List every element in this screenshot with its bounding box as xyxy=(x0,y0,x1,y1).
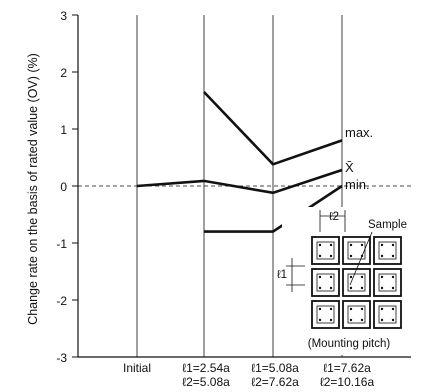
sample-terminal-dot xyxy=(329,307,333,311)
sample-terminal-dot xyxy=(391,254,395,258)
series-line-mean xyxy=(136,168,343,195)
sample-grid xyxy=(311,236,402,329)
sample-terminal-dot xyxy=(380,286,384,290)
x-tick-label-second-line: ℓ2=5.08a xyxy=(182,375,230,389)
x-tick-label-second-line: ℓ2=7.62a xyxy=(251,375,299,389)
sample-terminal-dot xyxy=(318,286,322,290)
sample-terminal-dot xyxy=(360,318,364,322)
y-tick-label: 2 xyxy=(60,66,67,80)
x-tick-label: Initial xyxy=(123,361,151,375)
sample-outer xyxy=(373,268,402,297)
sample-terminal-dot xyxy=(349,275,353,279)
x-tick-label: ℓ1=2.54a xyxy=(182,361,230,375)
sample-terminal-dot xyxy=(360,286,364,290)
y-tick-label: -2 xyxy=(56,294,67,308)
y-tick-label: -3 xyxy=(56,351,67,365)
sample-label: Sample xyxy=(368,219,407,231)
x-tick-label: ℓ1=5.08a xyxy=(251,361,299,375)
sample-terminal-dot xyxy=(318,243,322,247)
sample-terminal-dot xyxy=(380,275,384,279)
inset-caption: (Mounting pitch) xyxy=(308,338,391,350)
sample-terminal-dot xyxy=(349,243,353,247)
sample-terminal-dot xyxy=(318,275,322,279)
mounting-pitch-inset: ℓ2 Sample ℓ1 (Mounting pitch) xyxy=(277,207,411,355)
sample-terminal-dot xyxy=(391,243,395,247)
sample-terminal-dot xyxy=(380,243,384,247)
series-line-max xyxy=(203,91,343,166)
sample-terminal-dot xyxy=(360,254,364,258)
y-tick-label: -1 xyxy=(56,237,67,251)
sample-outer xyxy=(342,268,371,297)
sample-inner xyxy=(378,305,397,324)
sample-terminal-dot xyxy=(349,286,353,290)
series-label-max: max. xyxy=(345,125,373,140)
sample-terminal-dot xyxy=(349,318,353,322)
x-tick-label-second-line: ℓ2=10.16a xyxy=(320,375,375,389)
sample-inner xyxy=(347,241,366,260)
series-group xyxy=(136,91,343,233)
series-line-min xyxy=(204,184,343,233)
sample-inner xyxy=(316,273,335,292)
sample-terminal-dot xyxy=(318,307,322,311)
y-tick-label: 3 xyxy=(60,9,67,23)
sample-outer xyxy=(342,236,371,265)
series-label-mean: X̄ xyxy=(345,160,354,175)
sample-outer xyxy=(342,300,371,329)
sample-terminal-dot xyxy=(329,275,333,279)
sample-terminal-dot xyxy=(318,318,322,322)
sample-terminal-dot xyxy=(349,307,353,311)
sample-inner xyxy=(347,305,366,324)
sample-terminal-dot xyxy=(329,243,333,247)
series-label-min: min. xyxy=(345,177,370,192)
sample-inner xyxy=(316,305,335,324)
sample-inner xyxy=(378,273,397,292)
sample-inner xyxy=(378,241,397,260)
sample-outer xyxy=(311,236,340,265)
sample-outer xyxy=(311,300,340,329)
sample-terminal-dot xyxy=(391,318,395,322)
y-ticks: 3 2 1 0 -1 -2 -3 xyxy=(56,9,78,365)
sample-outer xyxy=(373,300,402,329)
sample-terminal-dot xyxy=(318,254,322,258)
l2-label: ℓ2 xyxy=(329,211,339,223)
y-tick-label: 1 xyxy=(60,123,67,137)
l1-label: ℓ1 xyxy=(277,269,287,281)
sample-terminal-dot xyxy=(329,254,333,258)
y-axis-label: Change rate on the basis of rated value … xyxy=(26,53,40,325)
sample-terminal-dot xyxy=(360,275,364,279)
sample-outer xyxy=(311,268,340,297)
inset-background xyxy=(282,207,411,355)
sample-terminal-dot xyxy=(380,254,384,258)
sample-terminal-dot xyxy=(380,307,384,311)
sample-terminal-dot xyxy=(360,243,364,247)
x-tick-labels: Initial ℓ1=2.54a ℓ2=5.08a ℓ1=5.08a ℓ2=7.… xyxy=(123,361,374,389)
sample-terminal-dot xyxy=(360,307,364,311)
sample-terminal-dot xyxy=(391,307,395,311)
sample-terminal-dot xyxy=(329,318,333,322)
sample-inner xyxy=(316,241,335,260)
sample-leader xyxy=(349,231,373,286)
sample-terminal-dot xyxy=(329,286,333,290)
sample-outer xyxy=(373,236,402,265)
sample-terminal-dot xyxy=(380,318,384,322)
sample-terminal-dot xyxy=(391,286,395,290)
sample-inner xyxy=(347,273,366,292)
sample-terminal-dot xyxy=(349,254,353,258)
sample-terminal-dot xyxy=(391,275,395,279)
y-tick-label: 0 xyxy=(60,180,67,194)
x-tick-label: ℓ1=7.62a xyxy=(323,361,371,375)
